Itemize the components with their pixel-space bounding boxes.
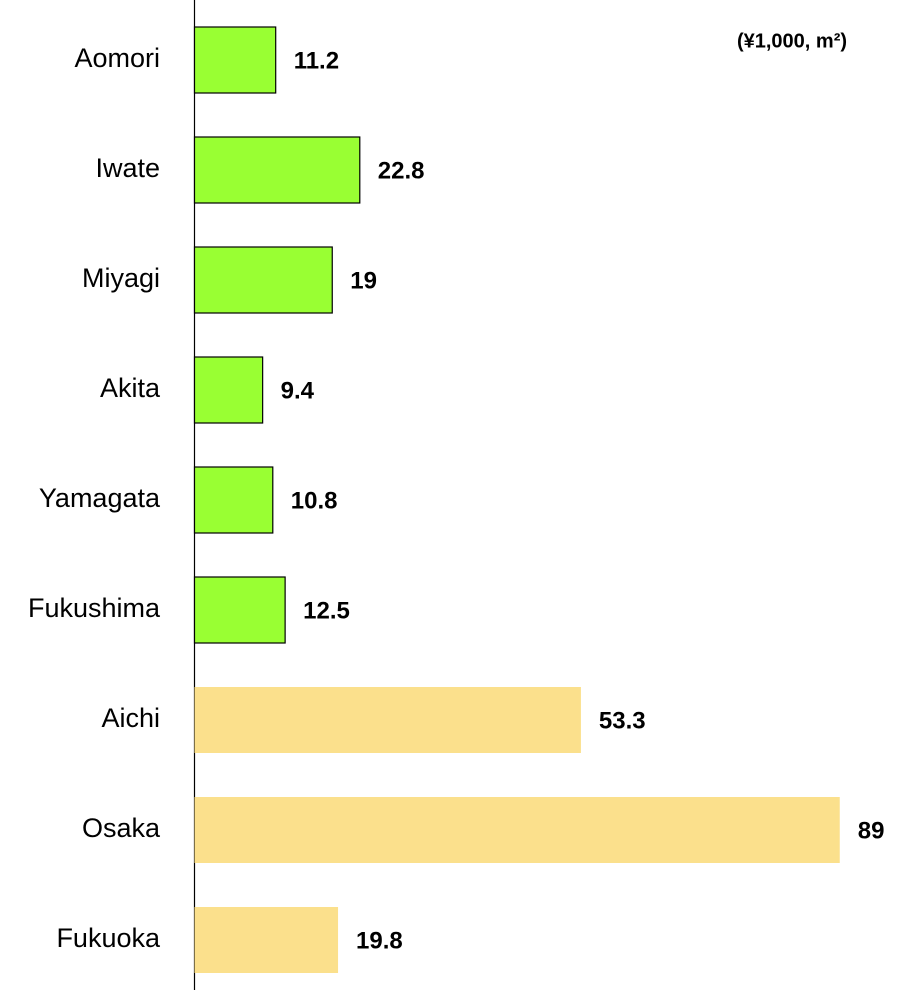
value-label: 53.3	[599, 707, 646, 734]
unit-annotation: (¥1,000, m²)	[737, 30, 847, 52]
value-label: 12.5	[303, 597, 350, 624]
category-label: Miyagi	[82, 263, 160, 293]
category-label: Yamagata	[39, 483, 161, 513]
category-label: Aichi	[101, 703, 160, 733]
bar	[193, 136, 361, 204]
bar	[193, 356, 264, 424]
value-label: 10.8	[291, 487, 338, 514]
bar	[193, 246, 333, 314]
category-label: Akita	[100, 373, 161, 403]
bar	[193, 576, 286, 644]
bar	[194, 797, 840, 863]
category-label: Aomori	[74, 43, 160, 73]
value-label: 11.2	[294, 47, 339, 74]
value-label: 19	[350, 267, 377, 294]
value-label: 19.8	[356, 927, 403, 954]
category-label: Osaka	[82, 813, 161, 843]
bar	[193, 26, 277, 94]
bar	[193, 466, 274, 534]
bar	[194, 687, 581, 753]
category-label: Fukuoka	[56, 923, 161, 953]
category-label: Iwate	[95, 153, 160, 183]
value-label: 22.8	[378, 157, 425, 184]
category-label: Fukushima	[28, 593, 161, 623]
value-label: 9.4	[281, 377, 315, 404]
value-label: 89	[858, 817, 885, 844]
bar	[194, 907, 339, 973]
